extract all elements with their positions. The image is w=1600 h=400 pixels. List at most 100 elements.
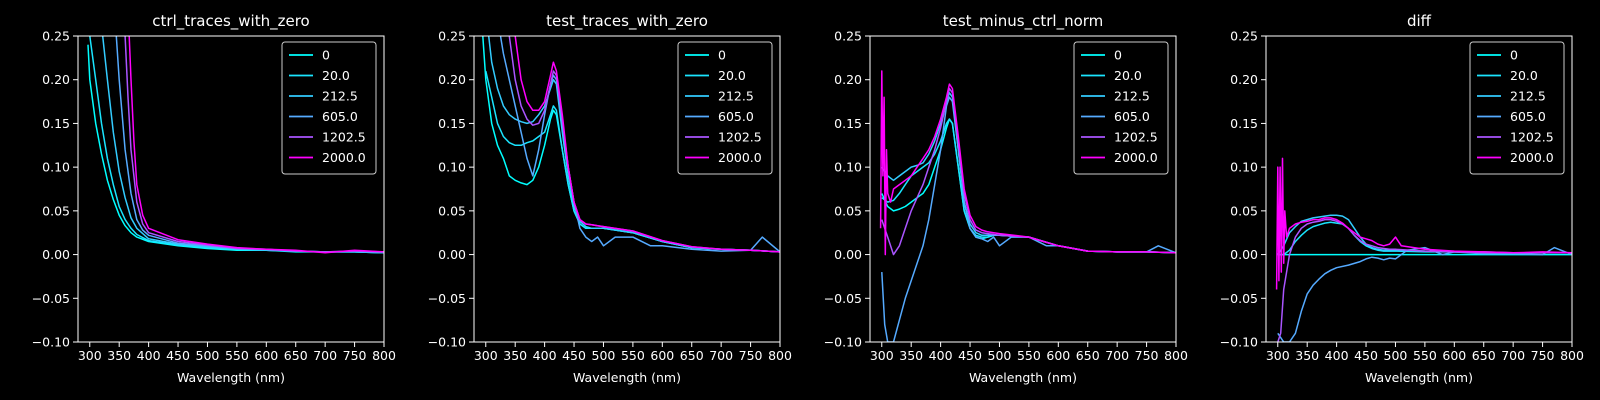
x-tick-label: 450 xyxy=(958,348,982,363)
x-tick-label: 350 xyxy=(503,348,527,363)
legend-entry: 605.0 xyxy=(1510,109,1546,124)
x-tick-label: 650 xyxy=(1472,348,1496,363)
legend-entry: 0 xyxy=(718,48,726,63)
legend-entry: 20.0 xyxy=(1510,68,1538,83)
x-tick-label: 700 xyxy=(709,348,733,363)
x-tick-label: 650 xyxy=(1076,348,1100,363)
y-tick-label: 0.25 xyxy=(42,29,70,44)
legend-entry: 2000.0 xyxy=(1114,150,1158,165)
series-group xyxy=(1275,157,1572,342)
x-tick-label: 700 xyxy=(313,348,337,363)
legend-entry: 0 xyxy=(1510,48,1518,63)
y-tick-label: 0.05 xyxy=(1230,203,1258,218)
series-line-6 xyxy=(1275,157,1572,290)
y-tick-label: 0.05 xyxy=(42,203,70,218)
y-tick-label: 0.20 xyxy=(438,72,466,87)
y-tick-label: −0.10 xyxy=(428,335,466,350)
legend-entry: 1202.5 xyxy=(1114,130,1158,145)
plot-frame xyxy=(1265,35,1573,343)
legend: 0 20.0 212.5 605.0 1202.5 2000.0 xyxy=(281,41,377,175)
legend-entry: 212.5 xyxy=(1114,89,1150,104)
series-line-4 xyxy=(1277,246,1572,342)
x-tick-label: 600 xyxy=(1046,348,1070,363)
y-tick-label: 0.20 xyxy=(1230,72,1258,87)
legend-entry: 20.0 xyxy=(1114,68,1142,83)
x-tick-label: 600 xyxy=(254,348,278,363)
legend: 0 20.0 212.5 605.0 1202.5 2000.0 xyxy=(1469,41,1565,175)
y-tick-label: −0.10 xyxy=(824,335,862,350)
legend-entry: 2000.0 xyxy=(322,150,366,165)
legend-entry: 605.0 xyxy=(1114,109,1150,124)
x-tick-label: 700 xyxy=(1501,348,1525,363)
x-tick-label: 550 xyxy=(225,348,249,363)
y-tick-label: 0.20 xyxy=(834,72,862,87)
x-tick-label: 350 xyxy=(1295,348,1319,363)
y-tick-label: −0.10 xyxy=(1220,335,1258,350)
x-tick-label: 600 xyxy=(650,348,674,363)
chart-panel-3: test_minus_ctrl_norm Wavelength (nm) 300 35… xyxy=(824,12,1188,385)
y-tick-label: 0.15 xyxy=(438,116,466,131)
legend-entry: 20.0 xyxy=(322,68,350,83)
x-tick-label: 450 xyxy=(562,348,586,363)
y-tick-label: 0.00 xyxy=(438,247,466,262)
x-tick-label: 750 xyxy=(343,348,367,363)
y-tick-label: 0.25 xyxy=(834,29,862,44)
y-tick-label: 0.25 xyxy=(1230,29,1258,44)
x-tick-label: 800 xyxy=(1560,348,1584,363)
x-tick-label: 550 xyxy=(621,348,645,363)
series-line-6 xyxy=(128,36,384,254)
legend-entry: 605.0 xyxy=(718,109,754,124)
series-line-3 xyxy=(487,36,780,253)
x-tick-label: 400 xyxy=(929,348,953,363)
y-tick-label: −0.05 xyxy=(428,291,466,306)
series-group xyxy=(87,36,384,254)
y-tick-label: 0.15 xyxy=(42,116,70,131)
x-tick-label: 350 xyxy=(107,348,131,363)
legend-entry: 212.5 xyxy=(718,89,754,104)
x-tick-label: 650 xyxy=(284,348,308,363)
legend-entry: 20.0 xyxy=(718,68,746,83)
y-tick-label: 0.05 xyxy=(834,203,862,218)
panel-title: test_minus_ctrl_norm xyxy=(943,12,1104,31)
y-tick-label: 0.20 xyxy=(42,72,70,87)
plot-frame xyxy=(77,35,385,343)
y-tick-label: 0.00 xyxy=(1230,247,1258,262)
legend-entry: 2000.0 xyxy=(1510,150,1554,165)
y-tick-label: 0.10 xyxy=(42,160,70,175)
y-tick-label: 0.00 xyxy=(42,247,70,262)
y-tick-label: −0.05 xyxy=(1220,291,1258,306)
y-tick-label: 0.15 xyxy=(1230,116,1258,131)
x-axis-label: Wavelength (nm) xyxy=(177,370,285,385)
x-tick-label: 800 xyxy=(768,348,792,363)
y-tick-label: −0.05 xyxy=(32,291,70,306)
panel-title: diff xyxy=(1407,12,1432,30)
series-line-1 xyxy=(87,44,384,254)
plot-frame xyxy=(869,35,1177,343)
x-tick-label: 650 xyxy=(680,348,704,363)
x-axis-label: Wavelength (nm) xyxy=(1365,370,1473,385)
panel-title: ctrl_traces_with_zero xyxy=(152,12,309,31)
x-tick-label: 550 xyxy=(1413,348,1437,363)
x-tick-label: 500 xyxy=(592,348,616,363)
chart-panel-4: diff Wavelength (nm) 300 350 400 450 500 550 600… xyxy=(1220,12,1584,385)
series-group xyxy=(879,70,1176,342)
chart-panel-1: ctrl_traces_with_zero Wavelength (nm) 300 3… xyxy=(32,12,396,385)
x-tick-label: 300 xyxy=(1266,348,1290,363)
legend-entry: 212.5 xyxy=(322,89,358,104)
y-tick-label: 0.15 xyxy=(834,116,862,131)
legend-entry: 1202.5 xyxy=(1510,130,1554,145)
x-axis-label: Wavelength (nm) xyxy=(573,370,681,385)
series-line-6 xyxy=(879,70,1176,256)
y-tick-label: 0.00 xyxy=(834,247,862,262)
x-tick-label: 450 xyxy=(166,348,190,363)
x-tick-label: 600 xyxy=(1442,348,1466,363)
x-tick-label: 400 xyxy=(137,348,161,363)
legend-entry: 0 xyxy=(1114,48,1122,63)
legend: 0 20.0 212.5 605.0 1202.5 2000.0 xyxy=(1073,41,1169,175)
legend-entry: 1202.5 xyxy=(718,130,762,145)
x-tick-label: 450 xyxy=(1354,348,1378,363)
legend: 0 20.0 212.5 605.0 1202.5 2000.0 xyxy=(677,41,773,175)
x-tick-label: 500 xyxy=(196,348,220,363)
x-tick-label: 700 xyxy=(1105,348,1129,363)
x-axis-label: Wavelength (nm) xyxy=(969,370,1077,385)
